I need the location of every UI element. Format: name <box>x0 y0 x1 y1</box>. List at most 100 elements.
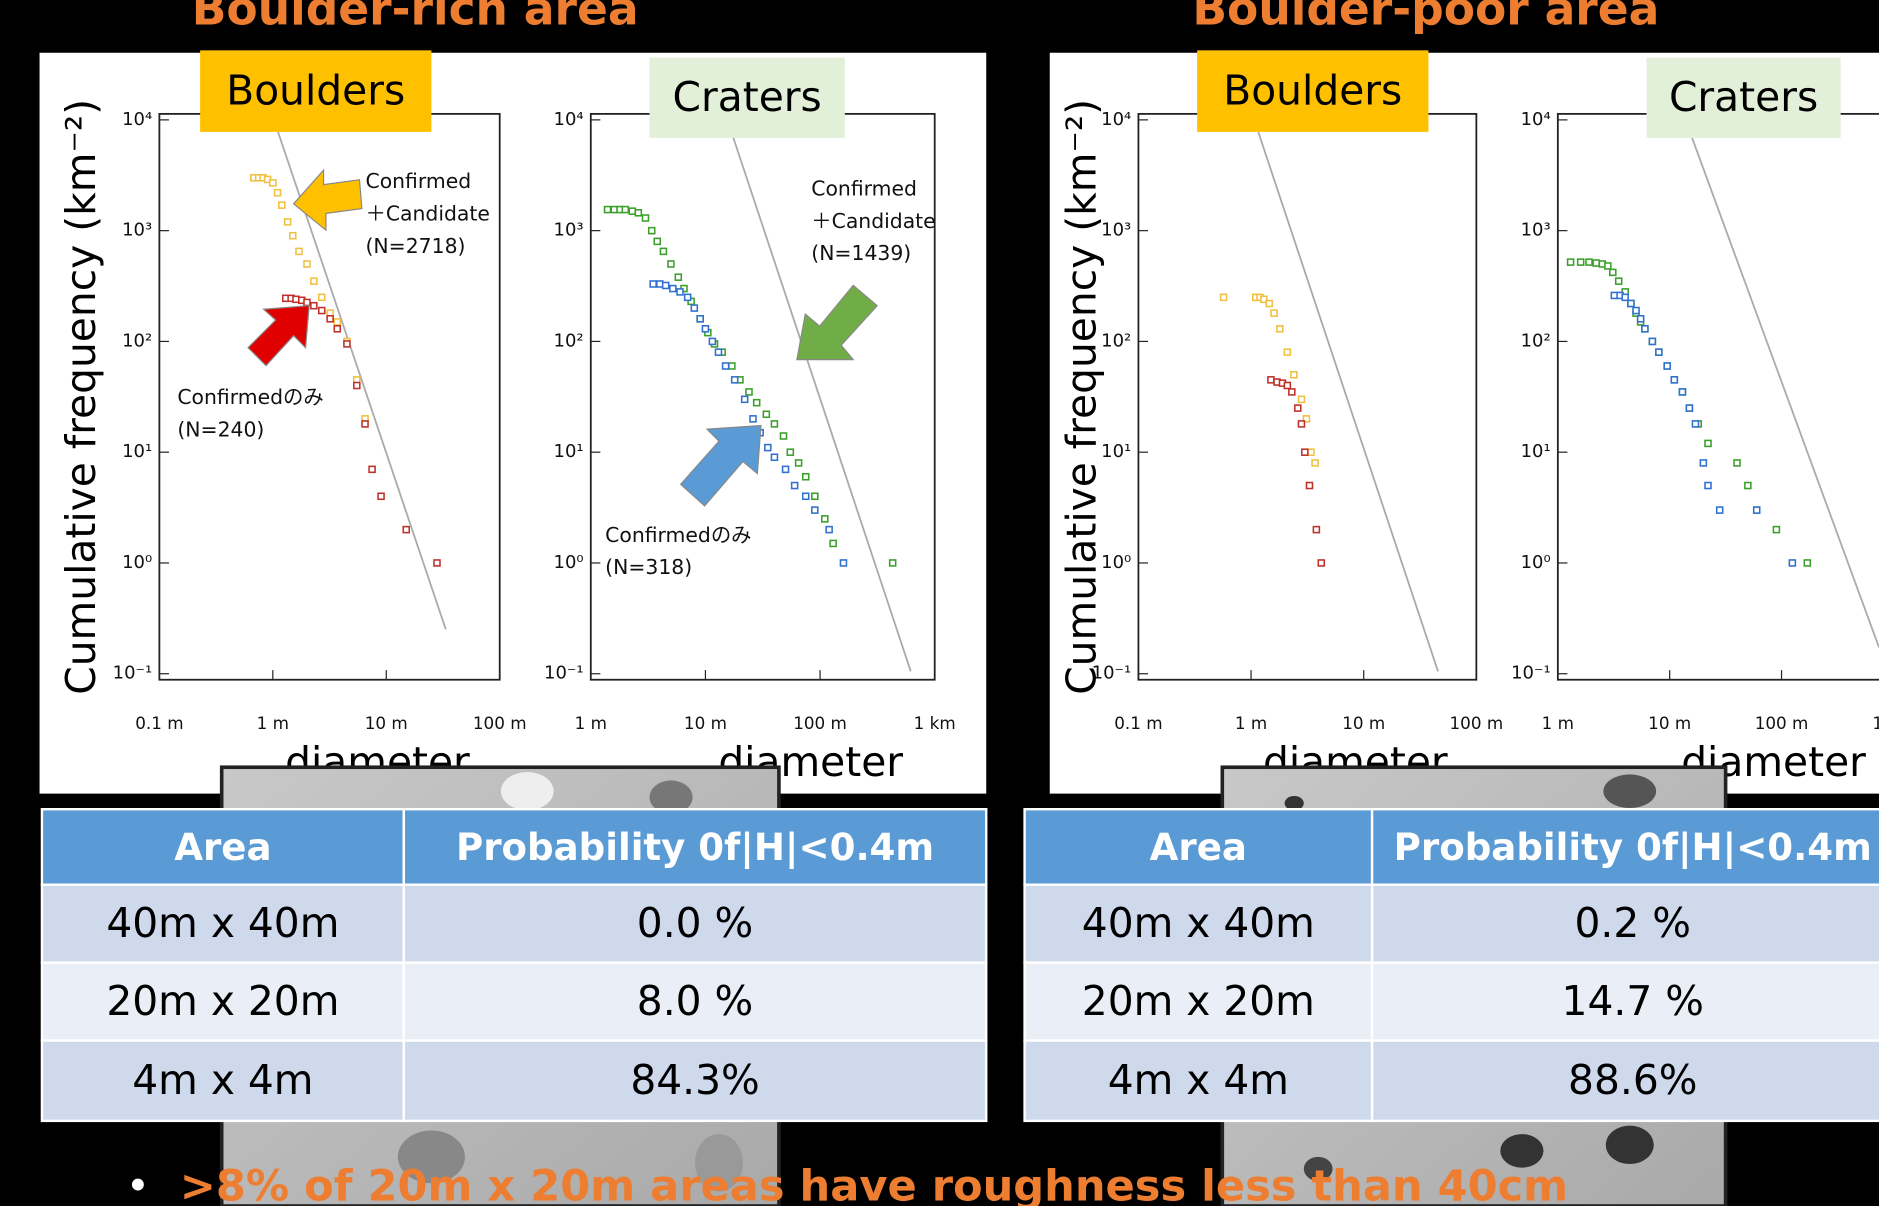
data-point <box>1715 506 1724 514</box>
crater <box>1303 1156 1333 1181</box>
annotation: (N=240) <box>177 417 264 441</box>
data-point <box>790 481 799 490</box>
data-point <box>269 179 277 187</box>
data-point <box>811 506 819 514</box>
data-point <box>1288 388 1296 396</box>
x-tick-label: 0.1 m <box>135 713 183 733</box>
x-tick-label: 1 m <box>575 713 607 733</box>
y-tick-label: 10¹ <box>1101 441 1131 462</box>
data-point <box>1294 404 1302 412</box>
table-cell-text: 14.7 % <box>1562 977 1704 1025</box>
y-tick-label: 10³ <box>122 220 152 241</box>
panel-right <box>1049 52 1879 794</box>
data-point <box>1576 258 1585 266</box>
panel-label-box <box>200 50 432 132</box>
table-cell <box>402 883 988 964</box>
crater <box>1500 1134 1544 1168</box>
y-tick-label: 10⁻¹ <box>1511 663 1551 684</box>
x-tick-label: 0.1 m <box>1114 713 1162 733</box>
data-point <box>659 247 668 256</box>
x-tick-label: 10 m <box>1648 713 1691 733</box>
data-point <box>1260 295 1268 304</box>
data-point <box>728 362 736 370</box>
data-point <box>317 293 326 302</box>
table-cell-text: 0.2 % <box>1575 899 1691 947</box>
table-cell-text: 4m x 4m <box>132 1056 313 1104</box>
data-point <box>1592 259 1600 267</box>
table-cell <box>40 807 406 886</box>
y-tick-label: 10¹ <box>554 441 584 462</box>
data-point <box>1641 325 1649 333</box>
data-point <box>764 443 772 452</box>
data-point <box>701 325 710 333</box>
heading: Boulder-rich area <box>192 0 639 35</box>
panel-label: Boulders <box>1223 67 1402 115</box>
table-cell <box>1370 1039 1879 1123</box>
data-point <box>667 260 675 268</box>
data-point <box>1670 376 1679 384</box>
table-cell-text: 20m x 20m <box>1082 977 1315 1025</box>
data-point <box>333 318 342 326</box>
x-tick-label: 1 m <box>1542 713 1574 733</box>
data-point <box>368 465 376 474</box>
panel-label-box <box>1197 50 1429 132</box>
data-point <box>653 237 662 246</box>
y-tick-label: 10² <box>1101 330 1131 351</box>
data-point <box>1267 376 1275 384</box>
y-tick-label: 10² <box>554 330 584 351</box>
x-tick-label: 1 m <box>1235 713 1267 733</box>
data-point <box>676 288 684 296</box>
data-point <box>730 376 739 384</box>
y-tick-label: 10⁴ <box>122 109 152 130</box>
data-point <box>303 298 311 307</box>
data-point <box>1655 348 1663 356</box>
data-point <box>1302 415 1311 423</box>
annotation: (N=1439) <box>811 241 911 265</box>
y-tick-label: 10³ <box>554 220 584 241</box>
data-point <box>1699 459 1708 467</box>
arrow <box>679 424 762 507</box>
arrow <box>247 305 310 367</box>
table-cell <box>402 807 988 886</box>
x-tick-label: 100 m <box>793 713 847 733</box>
data-point <box>273 188 282 197</box>
data-point <box>1632 306 1640 315</box>
data-point <box>1704 439 1712 448</box>
annotation: (N=318) <box>605 555 692 579</box>
data-point <box>801 472 810 481</box>
data-point <box>634 208 643 217</box>
data-point <box>353 381 361 390</box>
data-point <box>1691 420 1700 428</box>
data-point <box>752 398 761 407</box>
arrow <box>796 284 879 361</box>
data-point <box>333 325 342 333</box>
chart: 0.1 m 1 m 10 m 100 m 10⁻¹ 10⁰ 10¹ 10² 10³ 10⁴Cumu… <box>1058 50 1503 786</box>
x-tick-label: 1 km <box>914 713 956 733</box>
data-point <box>1276 325 1284 333</box>
data-point <box>1744 481 1752 490</box>
y-tick-label: 10⁰ <box>1101 552 1131 573</box>
x-tick-label: 100 m <box>1755 713 1809 733</box>
data-point <box>1585 258 1593 266</box>
data-point <box>1297 420 1306 428</box>
data-point <box>289 231 297 240</box>
y-tick-label: 10⁰ <box>1521 552 1551 573</box>
table-cell-text: 88.6% <box>1568 1056 1697 1104</box>
y-tick-label: 10⁴ <box>1101 109 1131 130</box>
data-point <box>690 304 699 312</box>
data-point <box>310 301 318 310</box>
data-point <box>278 201 286 209</box>
data-point <box>1301 448 1309 456</box>
table: Area Probability 0f|H|<0.4m 40m x 40m 0.0 %… <box>40 807 988 1123</box>
annotation: Confirmed <box>811 176 917 200</box>
table-cell <box>1370 807 1879 886</box>
crater <box>1284 796 1304 811</box>
y-tick-label: 10¹ <box>122 441 152 462</box>
table-cell <box>1023 1039 1374 1123</box>
data-point <box>762 410 771 419</box>
reference-line <box>1691 137 1879 648</box>
data-point <box>794 459 803 467</box>
panel-label: Boulders <box>226 67 405 115</box>
